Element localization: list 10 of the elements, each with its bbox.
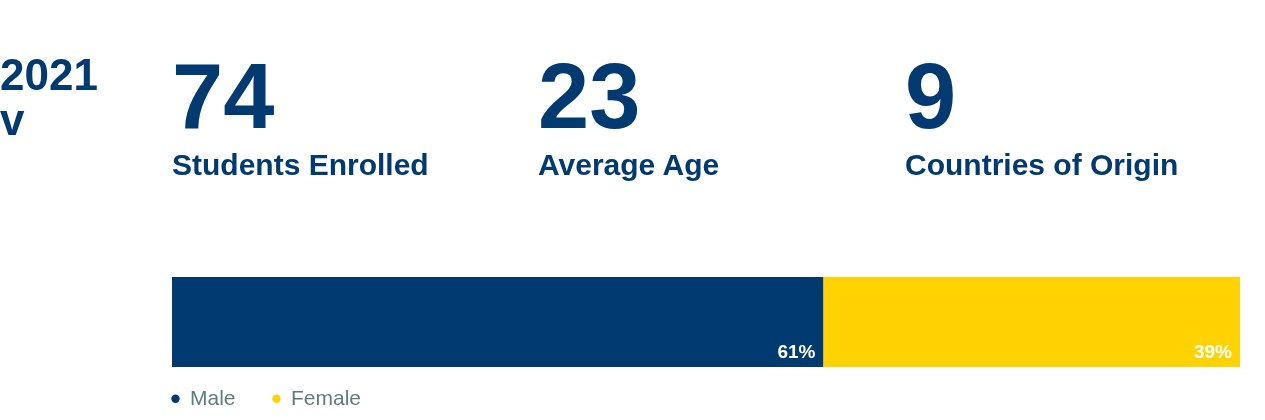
text: 23	[538, 45, 641, 147]
text: Countries of Origin	[905, 148, 1179, 181]
data-label: 39%	[1193, 341, 1233, 362]
text: Students Enrolled	[172, 148, 429, 181]
text: 9	[905, 45, 957, 147]
legend-label: Female	[291, 385, 362, 409]
data-label: 61%	[777, 341, 816, 362]
text: 74	[172, 45, 275, 147]
legend-label: Male	[190, 385, 236, 409]
text: Average Age	[538, 148, 720, 181]
